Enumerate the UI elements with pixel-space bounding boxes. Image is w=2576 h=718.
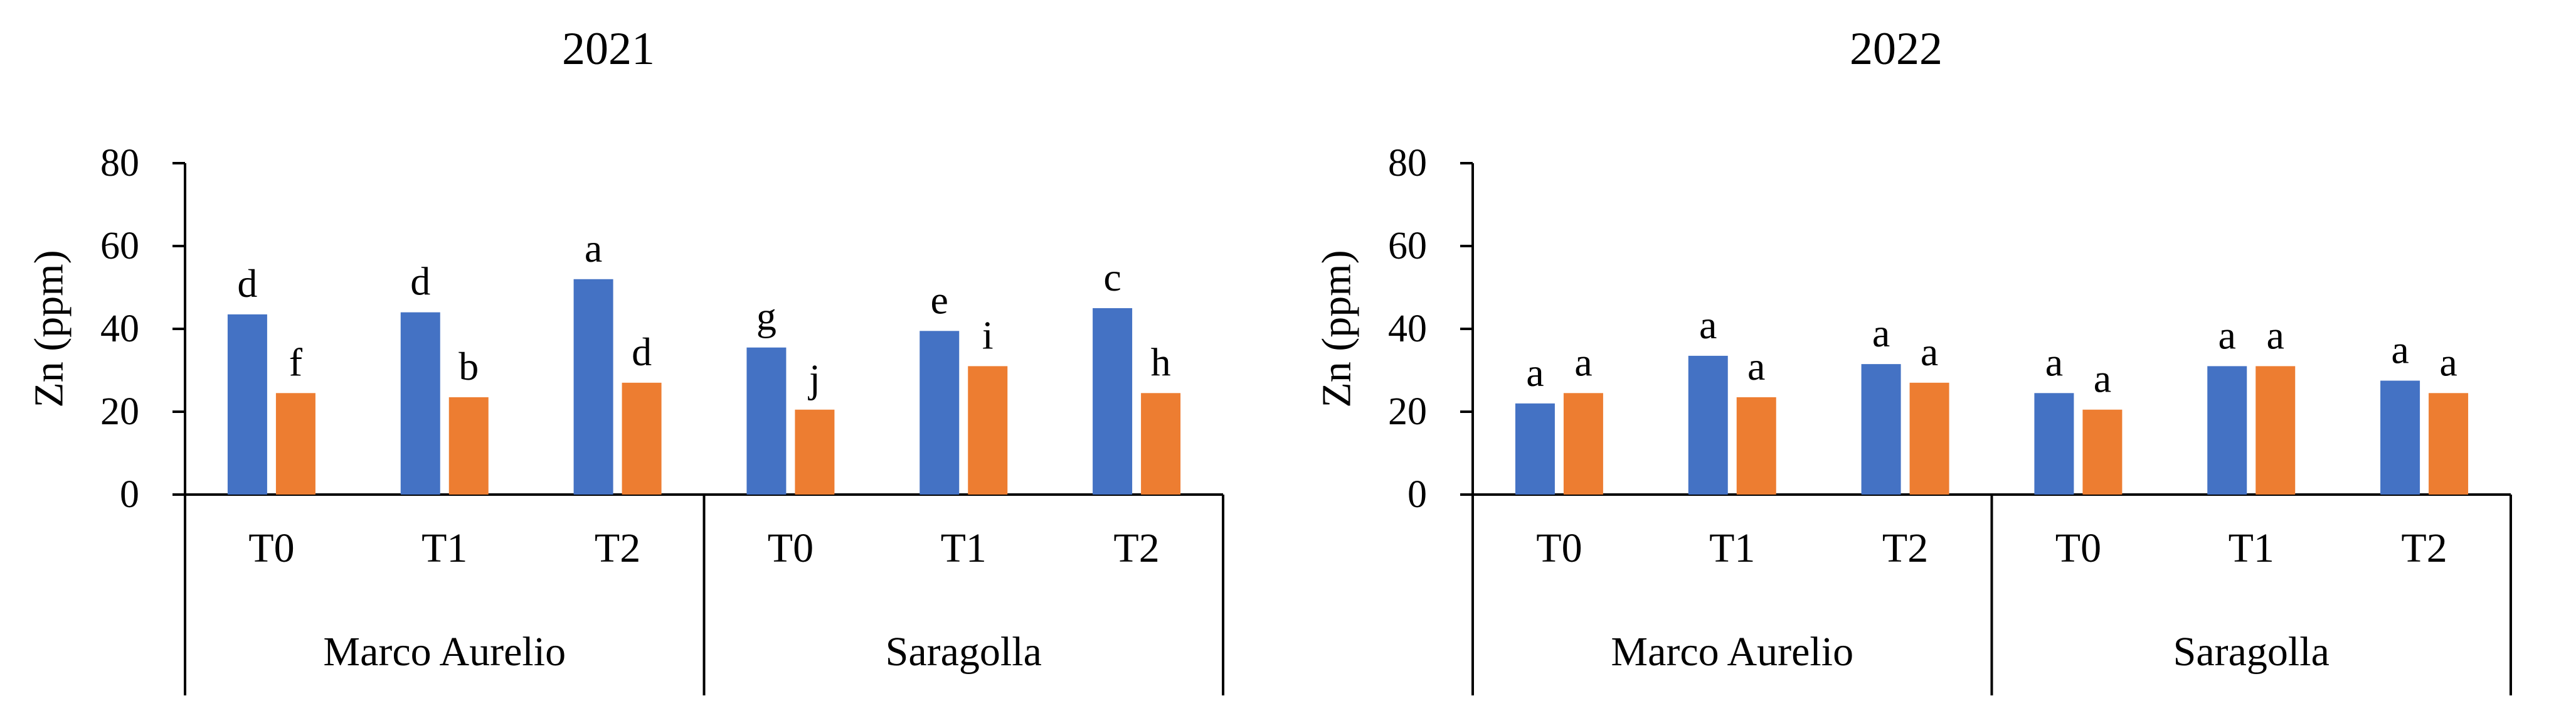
category-label: T0 <box>248 525 294 571</box>
bar <box>1563 393 1603 495</box>
significance-label: h <box>1151 340 1171 384</box>
bar <box>275 393 315 495</box>
significance-label: f <box>289 340 303 384</box>
group-label: Marco Aurelio <box>323 629 566 675</box>
bar <box>1909 382 1949 495</box>
bar <box>920 331 960 495</box>
y-tick-label: 40 <box>100 308 139 350</box>
category-label: T2 <box>1113 525 1159 571</box>
significance-label: a <box>2045 340 2063 384</box>
significance-label: d <box>237 261 257 306</box>
y-axis-label: Zn (ppm) <box>1314 250 1360 407</box>
category-label: T2 <box>2401 525 2447 571</box>
significance-label: a <box>1747 344 1765 388</box>
significance-label: a <box>1872 311 1890 355</box>
bar <box>2380 380 2420 495</box>
significance-label: b <box>458 344 479 388</box>
chart-2021: 2021 Zn (ppm) 0 20 40 60 80 Marco Aurelio Sarago… <box>26 23 1224 695</box>
y-tick-label: 80 <box>100 142 139 185</box>
significance-label: c <box>1103 255 1121 299</box>
group-label: Saragolla <box>886 629 1042 675</box>
group-label: Saragolla <box>2173 629 2330 675</box>
significance-label: i <box>982 313 994 357</box>
significance-label: a <box>2267 313 2284 357</box>
chart-2022: 2022 Zn (ppm) 0 20 40 60 80 Marco Aurelio Sarago… <box>1314 23 2512 695</box>
chart-title: 2022 <box>1850 23 1943 75</box>
category-label: T1 <box>1709 525 1755 571</box>
chart-title: 2021 <box>562 23 655 75</box>
significance-label: a <box>2218 313 2236 357</box>
category-label: T0 <box>768 525 814 571</box>
y-tick-label: 0 <box>120 473 139 516</box>
significance-label: g <box>756 294 777 339</box>
bar <box>622 382 662 495</box>
y-tick-label: 40 <box>1388 308 1427 350</box>
significance-label: a <box>1526 350 1544 395</box>
significance-label: a <box>1574 340 1592 384</box>
significance-label: e <box>931 277 948 322</box>
bar <box>968 366 1008 495</box>
bar <box>448 397 489 495</box>
bar <box>2207 366 2247 495</box>
significance-label: a <box>1921 330 1938 374</box>
significance-label: d <box>632 330 652 374</box>
significance-label: a <box>585 226 602 271</box>
bar <box>795 409 835 495</box>
significance-label: j <box>808 356 820 401</box>
y-tick-label: 20 <box>100 390 139 433</box>
bar <box>227 314 267 495</box>
category-label: T0 <box>2055 525 2101 571</box>
significance-label: d <box>410 259 430 304</box>
bar <box>1861 364 1901 495</box>
significance-label: a <box>2391 328 2409 372</box>
y-tick-label: 60 <box>100 225 139 267</box>
bar <box>2255 366 2296 495</box>
bar <box>2034 393 2074 495</box>
category-label: T2 <box>595 525 640 571</box>
bar <box>1736 397 1776 495</box>
category-label: T1 <box>421 525 467 571</box>
bar <box>400 312 440 495</box>
category-label: T1 <box>941 525 987 571</box>
y-tick-label: 0 <box>1407 473 1427 516</box>
y-tick-label: 20 <box>1388 390 1427 433</box>
category-label: T1 <box>2229 525 2274 571</box>
bar <box>2429 393 2469 495</box>
bar <box>1141 393 1181 495</box>
category-label: T0 <box>1536 525 1582 571</box>
significance-label: a <box>2439 340 2457 384</box>
bar <box>573 279 613 495</box>
bar <box>1093 308 1133 495</box>
category-label: T2 <box>1882 525 1928 571</box>
bar <box>1515 403 1555 495</box>
bar <box>1688 355 1728 495</box>
y-tick-label: 60 <box>1388 225 1427 267</box>
significance-label: a <box>1699 303 1717 347</box>
y-tick-label: 80 <box>1388 142 1427 185</box>
bar <box>2082 409 2123 495</box>
bar <box>746 347 787 495</box>
group-label: Marco Aurelio <box>1611 629 1853 675</box>
significance-label: a <box>2094 356 2111 401</box>
y-axis-label: Zn (ppm) <box>26 250 72 407</box>
